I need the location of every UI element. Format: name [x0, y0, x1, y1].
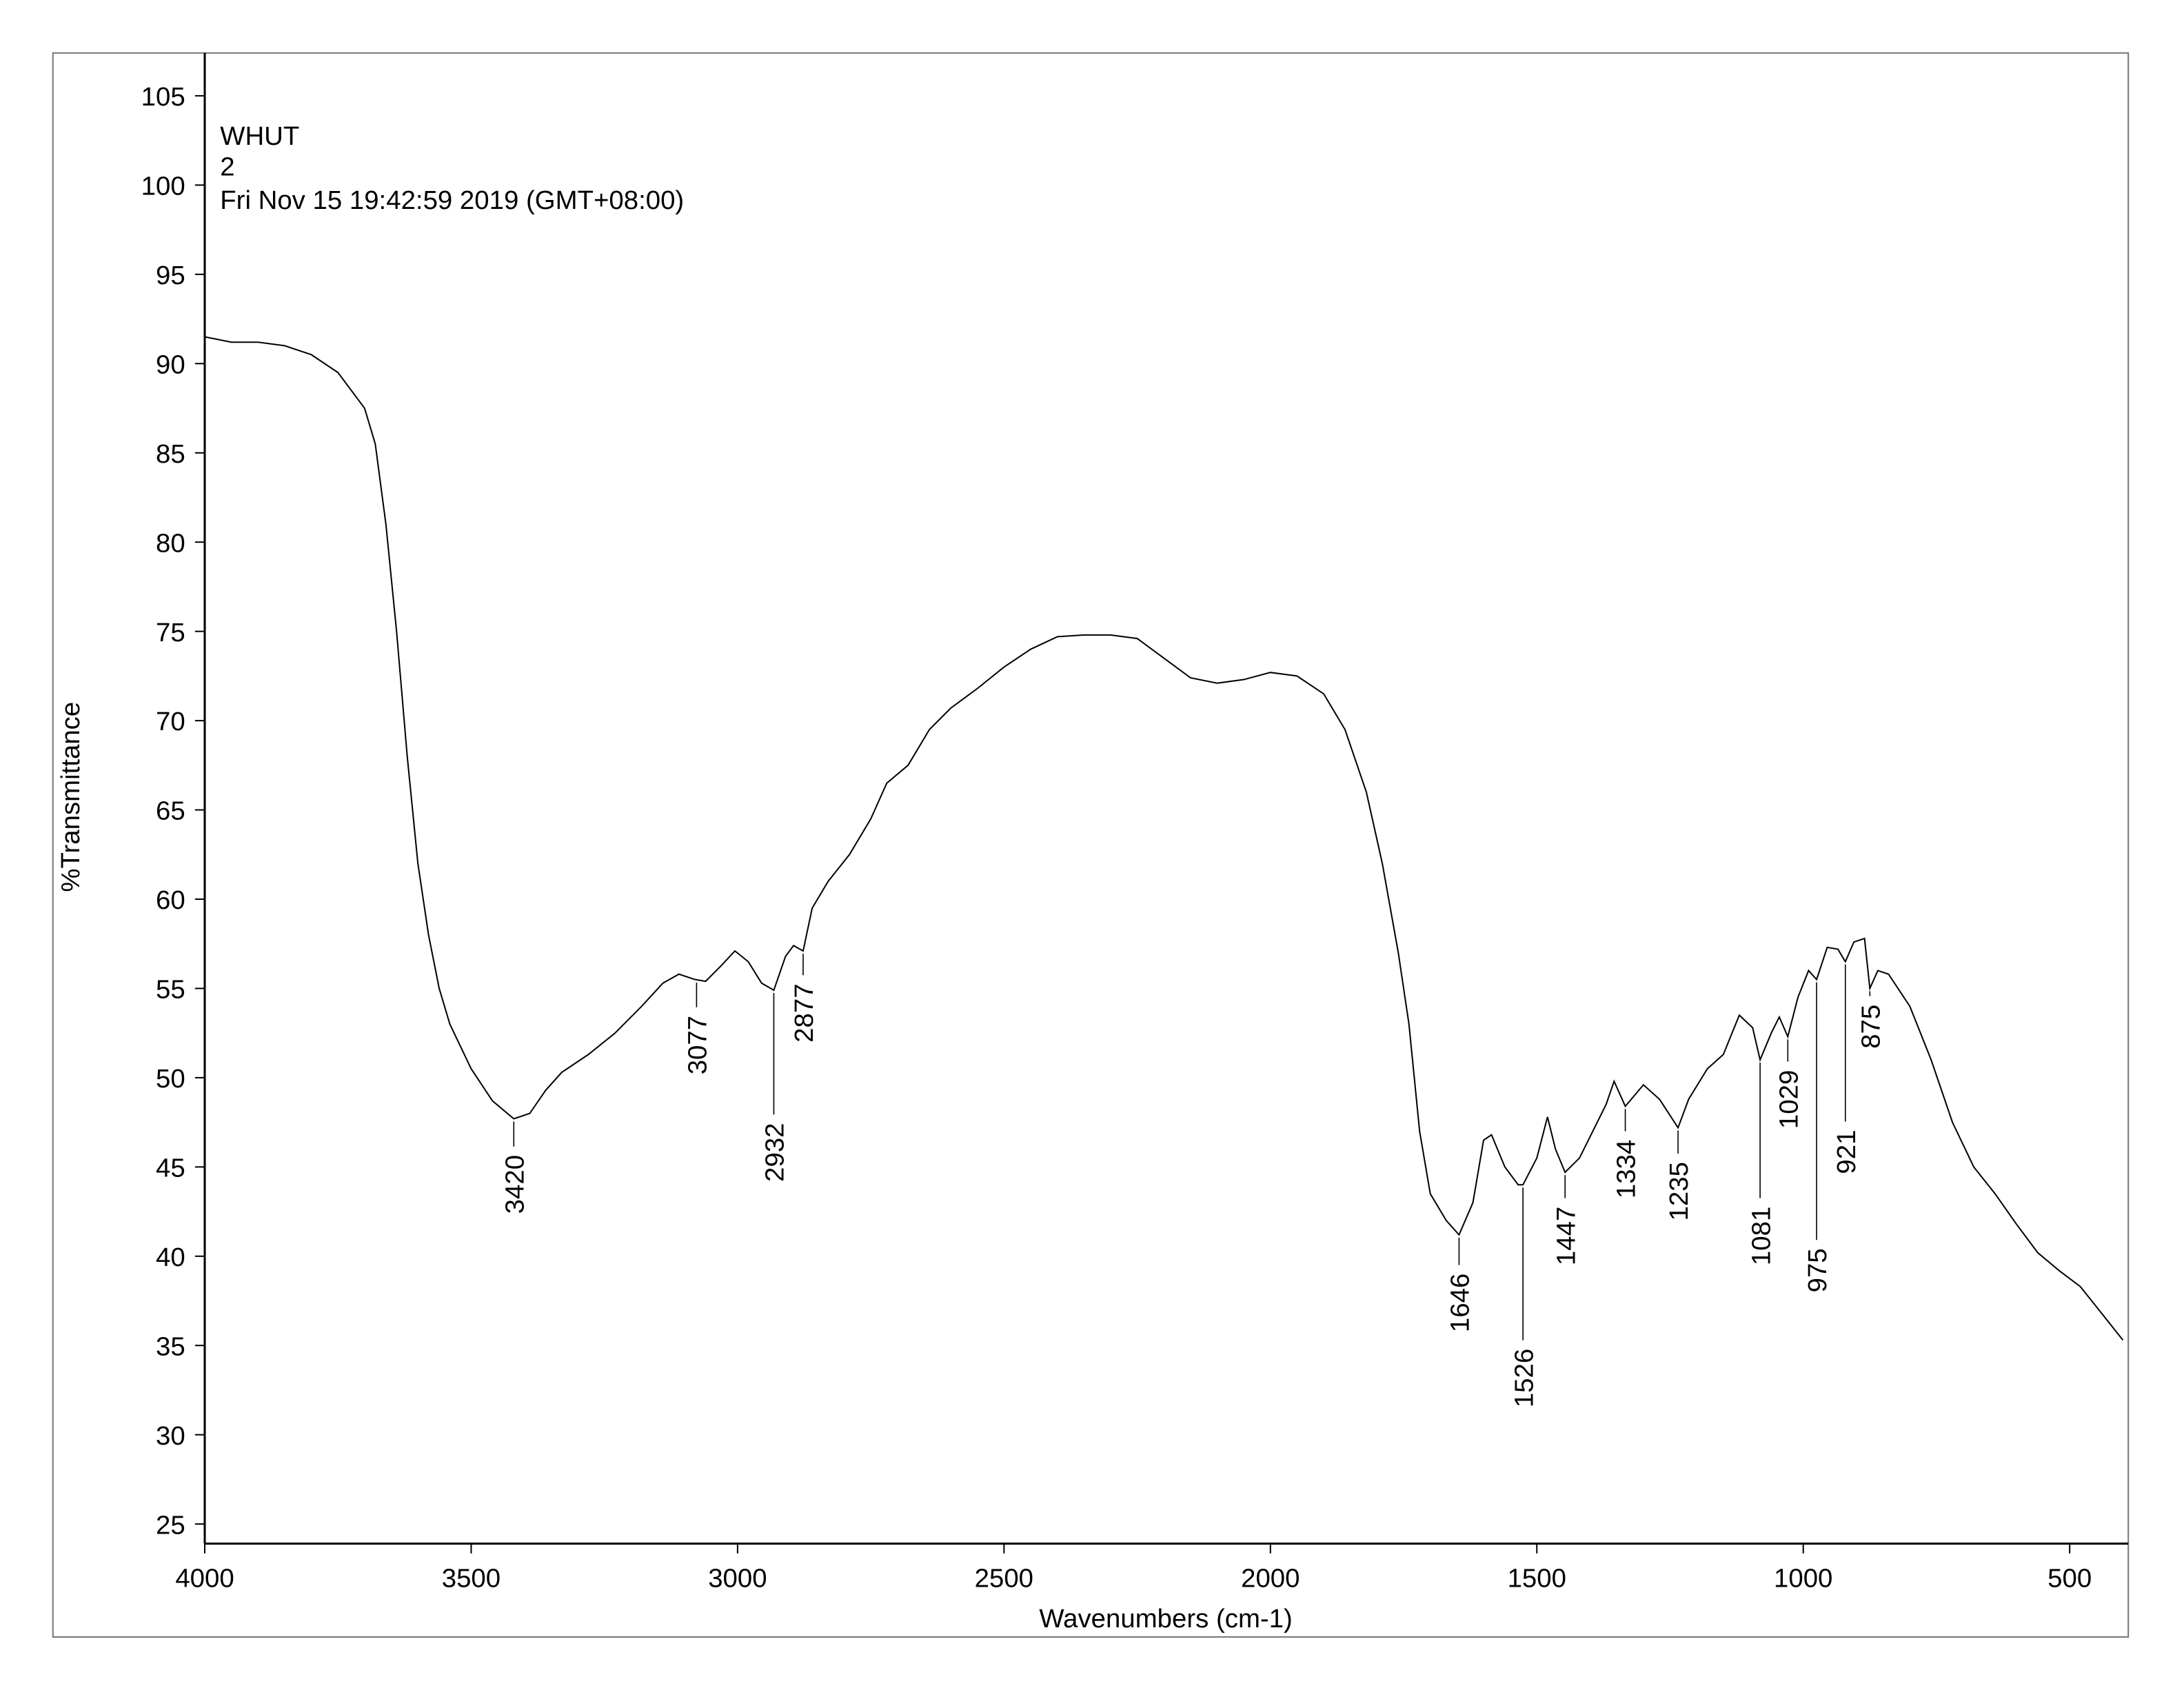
header-line: Fri Nov 15 19:42:59 2019 (GMT+08:00): [220, 185, 684, 215]
x-tick-label: 1500: [1508, 1563, 1566, 1593]
y-tick-label: 60: [156, 885, 185, 915]
y-tick-label: 55: [156, 975, 185, 1005]
y-tick-label: 50: [156, 1064, 185, 1094]
x-axis-label: Wavenumbers (cm-1): [1039, 1604, 1292, 1634]
peak-label: 875: [1856, 1005, 1885, 1049]
peak-label: 1526: [1509, 1349, 1539, 1407]
peak-label: 2877: [789, 983, 819, 1042]
y-tick-label: 95: [156, 261, 185, 290]
peak-label: 1447: [1551, 1207, 1581, 1265]
y-tick-label: 85: [156, 439, 185, 469]
y-axis-label: %Transmittance: [56, 702, 85, 892]
y-tick-label: 30: [156, 1421, 185, 1451]
x-tick-label: 500: [2048, 1563, 2092, 1593]
y-tick-label: 65: [156, 796, 185, 826]
y-tick-label: 100: [141, 172, 185, 201]
x-tick-label: 3000: [708, 1563, 767, 1593]
header-line: 2: [220, 152, 234, 182]
x-tick-label: 1000: [1774, 1563, 1832, 1593]
peak-label: 975: [1803, 1248, 1832, 1292]
y-tick-label: 25: [156, 1510, 185, 1540]
peak-label: 921: [1832, 1130, 1861, 1174]
peak-label: 3077: [683, 1016, 713, 1074]
x-tick-label: 2000: [1241, 1563, 1300, 1593]
y-tick-label: 45: [156, 1154, 185, 1183]
x-tick-label: 2500: [975, 1563, 1033, 1593]
peak-label: 1235: [1664, 1162, 1694, 1220]
x-tick-label: 4000: [175, 1563, 234, 1593]
y-tick-label: 80: [156, 528, 185, 558]
outer-frame: [52, 52, 2130, 1638]
peak-label: 1334: [1612, 1140, 1641, 1198]
y-tick-label: 70: [156, 707, 185, 736]
header-line: WHUT: [220, 121, 299, 151]
peak-label: 3420: [500, 1155, 529, 1214]
y-tick-label: 90: [156, 350, 185, 379]
y-tick-label: 40: [156, 1243, 185, 1272]
y-tick-label: 35: [156, 1332, 185, 1361]
peak-label: 2932: [760, 1123, 790, 1181]
y-tick-label: 105: [141, 82, 185, 112]
x-tick-label: 3500: [442, 1563, 501, 1593]
peak-label: 1029: [1774, 1070, 1803, 1129]
spectrum-line: [204, 336, 2124, 1341]
y-tick-label: 75: [156, 618, 185, 647]
peak-label: 1081: [1746, 1207, 1776, 1265]
peak-label: 1646: [1446, 1274, 1475, 1332]
